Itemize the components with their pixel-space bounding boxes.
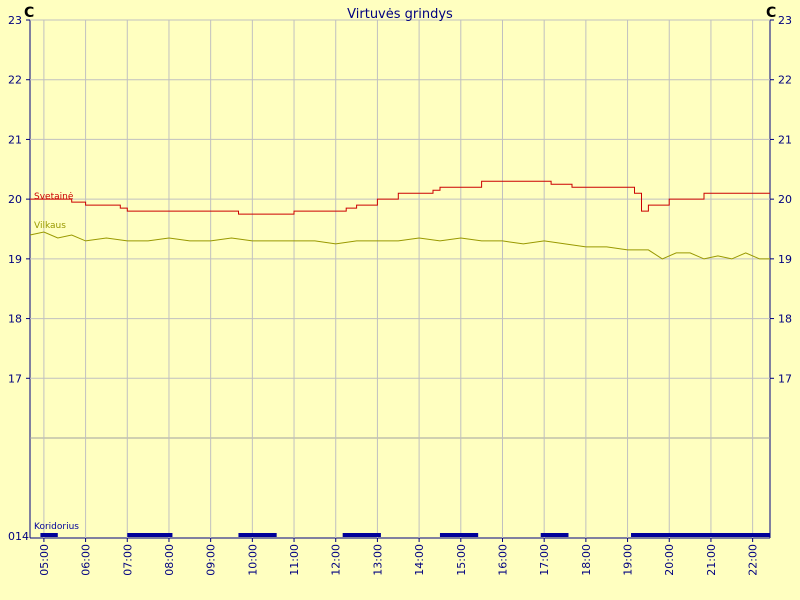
x-tick-label-2: 07:00	[121, 544, 134, 576]
x-tick-label-9: 14:00	[413, 544, 426, 576]
y-tick-label-left-5: 18	[8, 313, 22, 326]
state-channel-label: 014	[8, 530, 29, 543]
y-tick-label-left-3: 20	[8, 193, 22, 206]
unit-left: C	[24, 5, 34, 21]
x-tick-label-3: 08:00	[163, 544, 176, 576]
series-line-1	[29, 231, 770, 260]
x-tick-label-4: 09:00	[205, 544, 218, 576]
y-tick-label-right-2: 21	[778, 133, 792, 146]
state-bar-3	[342, 533, 381, 537]
y-tick-label-right-0: 23	[778, 14, 792, 27]
x-tick-label-16: 21:00	[705, 544, 718, 576]
y-tick-label-right-5: 18	[778, 313, 792, 326]
x-tick-label-7: 12:00	[330, 544, 343, 576]
series-line-0	[30, 180, 770, 215]
y-tick-label-left-2: 21	[8, 133, 22, 146]
y-ticks-left: 23 22 21 20 19 18 17	[8, 14, 30, 385]
state-bar-2	[238, 533, 277, 537]
state-bar-1	[127, 533, 173, 537]
y-tick-label-right-3: 20	[778, 193, 792, 206]
y-tick-label-left-4: 19	[8, 253, 22, 266]
grid	[30, 19, 770, 538]
state-channel	[40, 533, 770, 537]
x-tick-label-14: 19:00	[622, 544, 635, 576]
x-tick-label-11: 16:00	[496, 544, 509, 576]
y-tick-label-left-0: 23	[8, 14, 22, 27]
x-tick-label-12: 17:00	[538, 544, 551, 576]
y-tick-label-right-1: 22	[778, 74, 792, 87]
state-bar-0	[40, 533, 58, 537]
x-tick-label-17: 22:00	[747, 544, 760, 576]
x-tick-label-10: 15:00	[455, 544, 468, 576]
x-tick-label-1: 06:00	[80, 544, 93, 576]
series-label-vilkaus: Vilkaus	[34, 221, 66, 231]
unit-right: C	[766, 5, 776, 21]
y-tick-label-left-6: 17	[8, 372, 22, 385]
x-tick-label-15: 20:00	[663, 544, 676, 576]
state-bar-4	[439, 533, 479, 537]
y-ticks-right: 23 22 21 20 19 18 17	[770, 14, 792, 385]
series-label-svetaine: Svetainė	[34, 192, 74, 202]
y-tick-label-right-6: 17	[778, 372, 792, 385]
chart-title: Virtuvės grindys	[347, 7, 453, 22]
state-bar-6	[631, 533, 770, 537]
x-tick-label-5: 10:00	[246, 544, 259, 576]
y-tick-label-left-1: 22	[8, 74, 22, 87]
series-lines	[29, 180, 770, 260]
y-tick-label-right-4: 19	[778, 253, 792, 266]
x-tick-label-6: 11:00	[288, 544, 301, 576]
x-tick-label-8: 13:00	[371, 544, 384, 576]
x-tick-label-0: 05:00	[38, 544, 51, 576]
state-channel-name: Koridorius	[34, 522, 79, 532]
state-bar-5	[540, 533, 569, 537]
x-ticks: 05:00 06:00 07:00 08:00 09:00 10:00 11:00 12:00…	[38, 538, 760, 576]
x-tick-label-13: 18:00	[580, 544, 593, 576]
